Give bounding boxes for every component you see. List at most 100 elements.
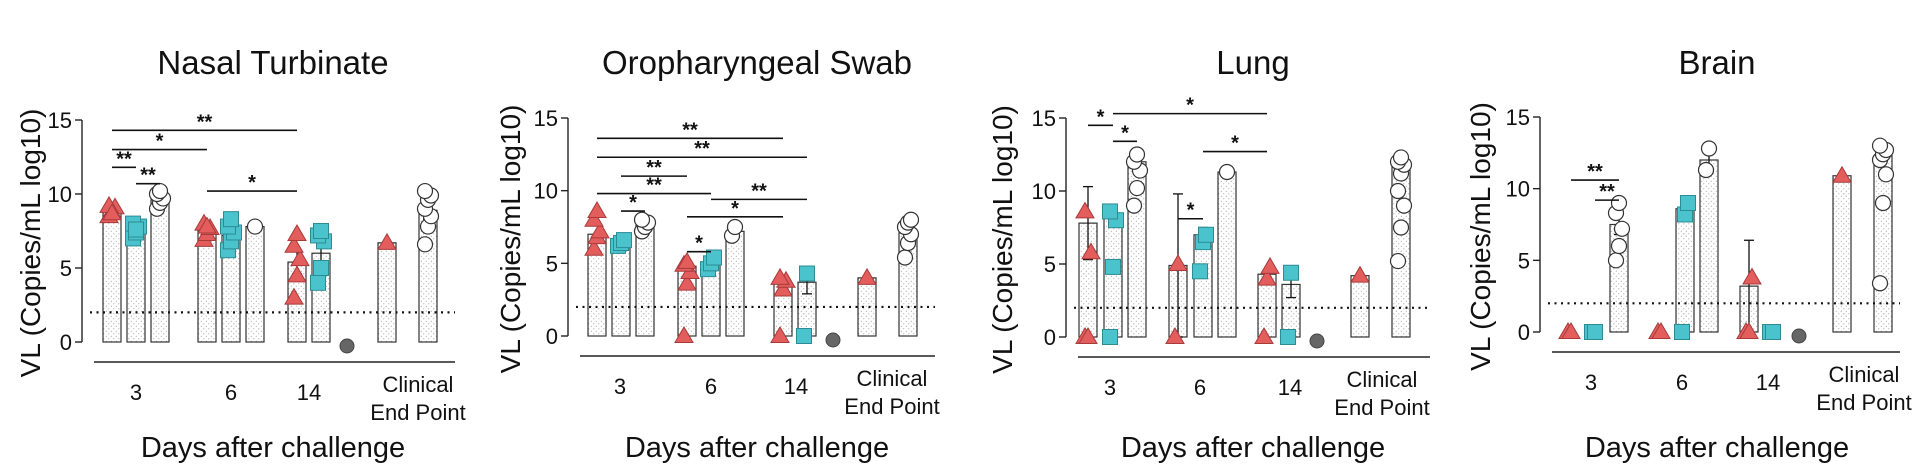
significance-label: *: [1097, 106, 1105, 128]
y-tick-label: 15: [1032, 106, 1056, 131]
significance-label: **: [116, 148, 132, 170]
circle-point: [1392, 149, 1410, 166]
square-point: [796, 328, 812, 344]
significance-label: **: [646, 175, 662, 197]
chart-title: Oropharyngeal Swab: [602, 44, 912, 81]
significance-label: *: [1186, 95, 1194, 117]
x-tick-label: Clinical: [383, 372, 454, 397]
square-point: [128, 221, 144, 238]
triangle-point: [1739, 322, 1759, 339]
x-tick-label: Clinical: [857, 366, 928, 391]
triangle-point: [287, 265, 307, 283]
triangle-point: [284, 287, 304, 305]
circle-point: [1697, 161, 1715, 179]
square-point: [799, 265, 815, 282]
x-tick-label: 6: [1676, 370, 1688, 395]
y-tick-label: 10: [48, 182, 72, 207]
triangle-point: [584, 209, 604, 227]
y-tick-label: 5: [1518, 248, 1530, 273]
significance-label: **: [197, 111, 213, 133]
triangle-point: [1832, 165, 1852, 183]
x-tick-label: End Point: [1334, 395, 1429, 420]
y-axis-label: VL (Copies/mL log10): [15, 109, 46, 378]
chart-title: Lung: [1216, 44, 1289, 81]
triangle-point: [584, 238, 604, 256]
circle-point: [1389, 182, 1407, 200]
square-point: [1105, 258, 1121, 275]
x-tick-label: 6: [225, 380, 237, 405]
significance-label: *: [1121, 122, 1129, 144]
square-point: [706, 249, 722, 266]
square-point: [310, 274, 326, 291]
square-point: [223, 211, 239, 228]
circle-point: [633, 211, 651, 228]
x-tick-label: 3: [1585, 370, 1597, 395]
bar: [150, 199, 170, 343]
significance-label: **: [646, 157, 662, 179]
triangle-point: [1075, 201, 1095, 219]
circle-point: [896, 249, 914, 266]
triangle-point: [102, 203, 122, 221]
triangle-point: [773, 279, 793, 297]
square-point: [1102, 329, 1118, 345]
y-tick-label: 5: [546, 251, 558, 276]
y-tick-label: 15: [48, 108, 72, 133]
y-tick-label: 15: [534, 106, 558, 131]
circle-point: [1610, 194, 1628, 212]
x-tick-label: Clinical: [1829, 362, 1900, 387]
panel-oropharyngeal-swab: Oropharyngeal Swab VL (Copies/mL log10) 0 5…: [495, 44, 940, 464]
triangle-point: [1742, 267, 1762, 285]
triangle-point: [1168, 254, 1188, 271]
bar: [1832, 175, 1852, 333]
x-axis-label: Days after challenge: [1121, 432, 1385, 464]
triangle-point: [377, 232, 397, 250]
circle-point: [1128, 146, 1146, 163]
circle-point: [1613, 220, 1631, 237]
triangle-point: [1561, 322, 1581, 339]
bar: [197, 230, 217, 343]
triangle-point: [284, 235, 304, 253]
significance-label: *: [248, 172, 256, 194]
triangle-point: [1350, 265, 1370, 283]
bar: [857, 277, 877, 337]
circle-point: [1607, 252, 1625, 269]
y-tick-label: 10: [534, 179, 558, 204]
significance-label: *: [156, 131, 164, 153]
y-tick-label: 0: [1518, 320, 1530, 345]
square-point: [1192, 263, 1208, 280]
bar: [377, 242, 397, 343]
chart-title: Brain: [1678, 44, 1755, 81]
square-point: [1283, 264, 1299, 281]
y-tick-label: 0: [1044, 325, 1056, 350]
y-axis-label: VL (Copies/mL log10): [987, 105, 1018, 374]
bar: [1217, 171, 1237, 338]
x-tick-label: 14: [1756, 370, 1780, 395]
circle-point: [1389, 252, 1407, 270]
panel-nasal-turbinate: Nasal Turbinate VL (Copies/mL log10) 0 5 10 1…: [15, 44, 466, 464]
circle-point: [902, 211, 920, 228]
significance-label: *: [695, 233, 703, 255]
x-tick-label: End Point: [844, 394, 939, 419]
x-tick-label: End Point: [1816, 390, 1911, 415]
square-point: [1102, 203, 1118, 220]
circle-point: [1877, 166, 1895, 183]
bar: [635, 224, 655, 337]
square-point: [616, 232, 632, 249]
triangle-point: [677, 251, 697, 269]
triangle-point: [1081, 242, 1101, 260]
bar: [1699, 159, 1719, 333]
triangle-point: [290, 249, 310, 267]
x-tick-label: 3: [130, 380, 142, 405]
x-tick-label: 6: [705, 374, 717, 399]
y-tick-label: 10: [1506, 177, 1530, 202]
bar: [245, 225, 265, 343]
x-tick-label: 14: [297, 380, 321, 405]
x-tick-label: Clinical: [1347, 367, 1418, 392]
grey-point: [1309, 333, 1325, 349]
y-axis-label: VL (Copies/mL log10): [495, 105, 526, 374]
square-point: [1587, 324, 1603, 340]
bar: [725, 230, 745, 337]
bar: [1675, 208, 1695, 333]
significance-label: **: [1599, 181, 1615, 203]
